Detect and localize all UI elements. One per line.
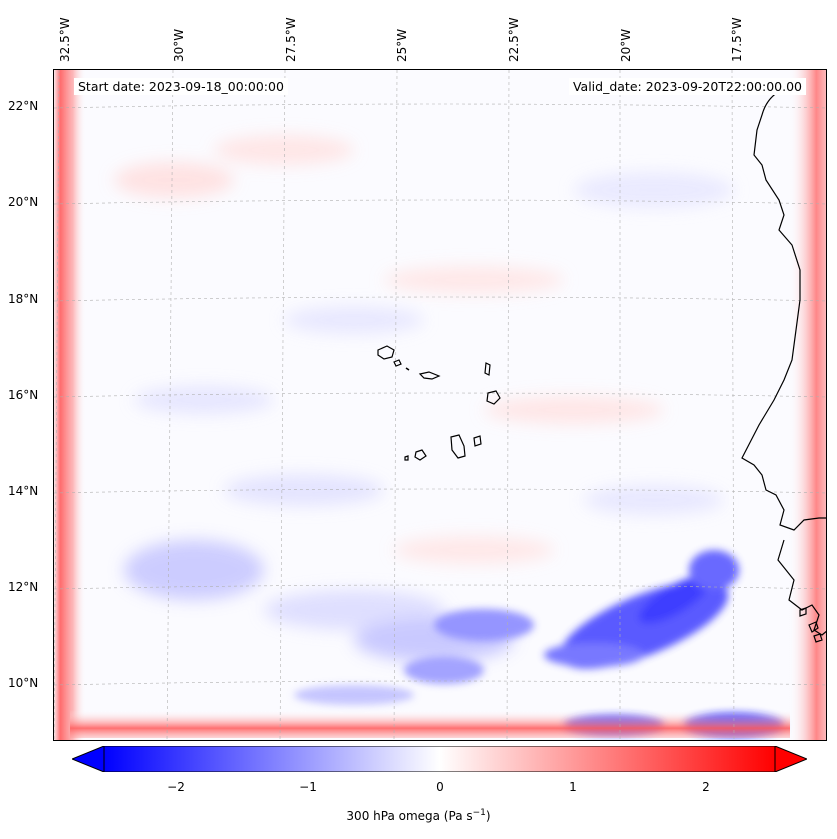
omega-field-map xyxy=(54,70,826,740)
island-brava xyxy=(404,455,409,461)
lon-label-20w: 20°W xyxy=(619,28,633,62)
island-maio xyxy=(473,435,482,447)
lat-label-10n: 10°N xyxy=(8,676,39,690)
colorbar-tick-neg1: −1 xyxy=(299,780,317,794)
map-panel: Start date: 2023-09-18_00:00:00 Valid_da… xyxy=(53,69,827,741)
lat-label-16n: 16°N xyxy=(8,388,39,402)
island-fogo xyxy=(414,449,427,461)
island-sal xyxy=(484,362,491,376)
lon-label-25w: 25°W xyxy=(395,28,409,62)
island-santiago xyxy=(450,434,466,459)
lat-label-12n: 12°N xyxy=(8,580,39,594)
island-sao-nicolau xyxy=(418,371,441,380)
lon-label-17-5w: 17.5°W xyxy=(730,17,744,62)
lat-label-18n: 18°N xyxy=(8,292,39,306)
colorbar-body xyxy=(103,746,776,772)
african-coast xyxy=(741,91,826,636)
lon-label-32-5w: 32.5°W xyxy=(58,17,72,62)
lat-label-20n: 20°N xyxy=(8,195,39,209)
colorbar-label: 300 hPa omega (Pa s−1) xyxy=(0,808,837,823)
colorbar-label-end: ) xyxy=(485,809,491,823)
valid-date-text: Valid_date: 2023-09-20T22:00:00.00 xyxy=(568,78,806,95)
colorbar-tick-0: 0 xyxy=(436,780,444,794)
start-date-text: Start date: 2023-09-18_00:00:00 xyxy=(74,78,288,95)
colorbar-tick-neg2: −2 xyxy=(167,780,185,794)
colorbar xyxy=(72,746,807,772)
lat-label-14n: 14°N xyxy=(8,484,39,498)
colorbar-label-sup: −1 xyxy=(472,808,486,818)
bijagos-islands xyxy=(799,607,823,643)
coastlines xyxy=(377,91,826,643)
colorbar-label-main: 300 hPa omega (Pa s xyxy=(346,809,473,823)
colorbar-tick-1: 1 xyxy=(569,780,577,794)
omega-field-patches xyxy=(54,70,826,740)
lon-label-30w: 30°W xyxy=(172,28,186,62)
island-boa-vista xyxy=(486,390,501,405)
lon-label-27-5w: 27.5°W xyxy=(284,17,298,62)
island-santo-antao xyxy=(377,345,395,360)
gridlines xyxy=(54,70,826,740)
colorbar-extend-max xyxy=(774,746,807,772)
lon-label-22-5w: 22.5°W xyxy=(507,17,521,62)
lat-label-22n: 22°N xyxy=(8,99,39,113)
island-santa-luzia xyxy=(405,367,410,371)
colorbar-extend-min xyxy=(72,746,105,772)
island-sao-vicente xyxy=(393,359,402,367)
colorbar-tick-2: 2 xyxy=(702,780,710,794)
